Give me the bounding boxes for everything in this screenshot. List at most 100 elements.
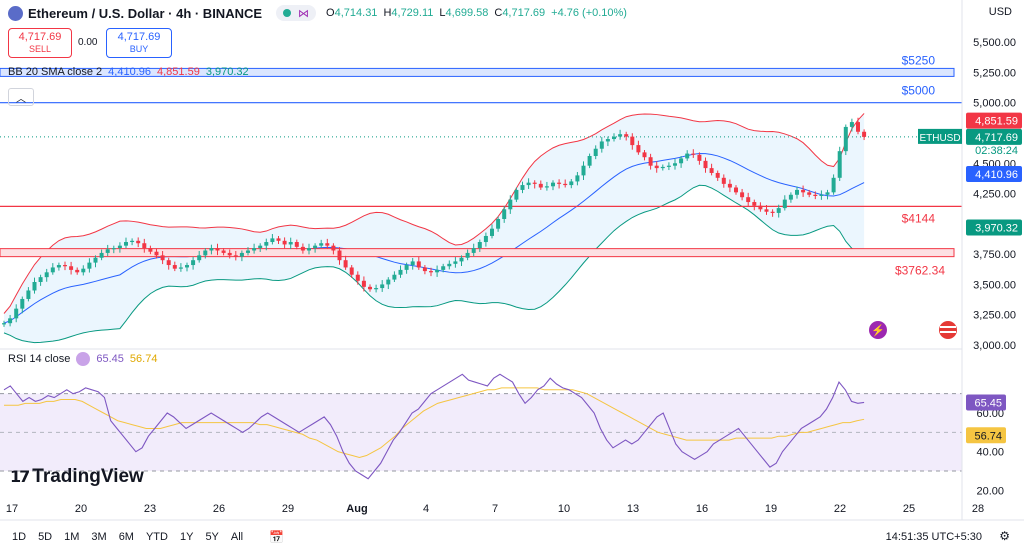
high-key: H bbox=[383, 7, 392, 19]
candle bbox=[233, 255, 238, 257]
candle bbox=[520, 185, 525, 190]
price-label: 4,410.96 bbox=[975, 169, 1018, 181]
symbol-title[interactable]: Ethereum / U.S. Dollar · 4h · BINANCE bbox=[28, 5, 263, 21]
candle bbox=[526, 182, 531, 186]
buy-label: BUY bbox=[129, 44, 149, 54]
candle bbox=[849, 122, 854, 127]
candle bbox=[740, 192, 745, 198]
candle bbox=[14, 308, 19, 319]
candle bbox=[471, 248, 476, 253]
clock[interactable]: 14:51:35 UTC+5:30 bbox=[885, 531, 982, 543]
range-1m[interactable]: 1M bbox=[64, 530, 80, 543]
level-zone-3 bbox=[0, 248, 955, 258]
time-tick-label: 16 bbox=[696, 503, 708, 515]
candle bbox=[593, 148, 598, 156]
candle bbox=[239, 252, 244, 257]
level-label-3: $3762.34 bbox=[895, 264, 945, 278]
candle bbox=[221, 250, 226, 253]
symbol-tag: ETHUSD bbox=[919, 133, 960, 144]
currency-selector[interactable]: USD bbox=[988, 6, 1012, 18]
chart-header: Ethereum / U.S. Dollar · 4h · BINANCE ⋈ … bbox=[0, 0, 960, 26]
range-5d[interactable]: 5D bbox=[38, 530, 53, 543]
candle bbox=[343, 260, 348, 268]
time-tick-label: 22 bbox=[834, 503, 846, 515]
time-tick-label: 25 bbox=[903, 503, 915, 515]
tradingview-logo[interactable]: 𝟭𝟳 TradingView bbox=[10, 466, 144, 488]
candle bbox=[496, 219, 501, 229]
rsi-legend[interactable]: RSI 14 close 65.45 56.74 bbox=[8, 352, 157, 366]
candle bbox=[8, 318, 13, 324]
candle bbox=[435, 269, 440, 273]
candle bbox=[508, 199, 513, 210]
candle bbox=[355, 274, 360, 281]
countdown-label: 02:38:24 bbox=[975, 145, 1018, 157]
level-zone-0 bbox=[0, 67, 955, 77]
bottom-toolbar: 1D 5D 1M 3M 6M YTD 1Y 5Y All 📅 bbox=[0, 526, 1024, 547]
range-1d[interactable]: 1D bbox=[12, 530, 27, 543]
calendar-icon[interactable]: 📅 bbox=[269, 529, 285, 544]
market-status-pill[interactable]: ⋈ bbox=[276, 5, 317, 21]
candle bbox=[246, 250, 250, 253]
sell-button[interactable]: 4,717.69 SELL bbox=[8, 28, 72, 58]
candle bbox=[544, 186, 549, 188]
collapse-legend-button[interactable]: ︿ bbox=[8, 88, 34, 106]
candle bbox=[63, 265, 67, 267]
candle bbox=[319, 243, 324, 246]
range-3m[interactable]: 3M bbox=[91, 530, 107, 543]
range-all[interactable]: All bbox=[230, 530, 244, 543]
level-label-1: $5000 bbox=[902, 84, 936, 98]
candle bbox=[801, 189, 806, 193]
tradingview-mark-icon: 𝟭𝟳 bbox=[10, 469, 30, 486]
candle bbox=[843, 126, 848, 152]
candle bbox=[697, 154, 702, 161]
bb-legend[interactable]: BB 20 SMA close 2 4,410.96 4,851.59 3,97… bbox=[8, 66, 249, 78]
candle bbox=[142, 243, 147, 249]
candle bbox=[154, 251, 159, 256]
candle bbox=[459, 257, 464, 262]
candle bbox=[752, 202, 757, 206]
candle bbox=[551, 182, 555, 187]
price-tick-label: 5,500.00 bbox=[973, 37, 1016, 49]
candle bbox=[837, 151, 842, 178]
candle bbox=[81, 268, 86, 273]
range-ytd[interactable]: YTD bbox=[145, 530, 168, 543]
price-label: 4,851.59 bbox=[975, 116, 1018, 128]
settings-gear-icon[interactable]: ⚙ bbox=[999, 529, 1010, 543]
candle bbox=[38, 277, 43, 282]
us-flag-stripe bbox=[940, 331, 956, 333]
candle bbox=[453, 261, 458, 264]
us-flag-icon bbox=[939, 321, 957, 339]
rsi-settings-icon[interactable] bbox=[76, 352, 91, 366]
candle bbox=[630, 136, 635, 146]
time-tick-label: 13 bbox=[627, 503, 639, 515]
candle bbox=[410, 261, 415, 266]
price-label: 4,717.69 bbox=[975, 132, 1018, 144]
spread-value: 0.00 bbox=[78, 37, 98, 48]
candle bbox=[642, 152, 647, 158]
candle bbox=[807, 192, 812, 195]
range-6m[interactable]: 6M bbox=[118, 530, 134, 543]
buy-button[interactable]: 4,717.69 BUY bbox=[106, 28, 172, 58]
price-tick-label: 3,000.00 bbox=[973, 340, 1016, 352]
candle bbox=[685, 153, 690, 159]
candle bbox=[166, 260, 171, 266]
range-5y[interactable]: 5Y bbox=[205, 530, 219, 543]
candle bbox=[727, 183, 732, 188]
open-value: 4,714.31 bbox=[334, 7, 378, 19]
range-1y[interactable]: 1Y bbox=[179, 530, 194, 543]
rsi-value-bg bbox=[966, 394, 1006, 411]
candle bbox=[648, 157, 653, 166]
candle bbox=[178, 267, 183, 269]
main-pane: $5250 $5000 $4144 $3762.34 ⚡ bbox=[0, 53, 962, 344]
candle bbox=[612, 136, 616, 140]
candle bbox=[654, 165, 659, 169]
candle bbox=[69, 266, 74, 270]
candle bbox=[386, 279, 391, 285]
rsi-tick-label: 20.00 bbox=[976, 485, 1004, 497]
time-tick-label: 19 bbox=[765, 503, 777, 515]
us-flag-stripe bbox=[940, 326, 956, 328]
price-label-bg bbox=[966, 112, 1022, 129]
candle bbox=[447, 263, 452, 267]
rsi-value-label: 65.45 bbox=[974, 397, 1002, 409]
